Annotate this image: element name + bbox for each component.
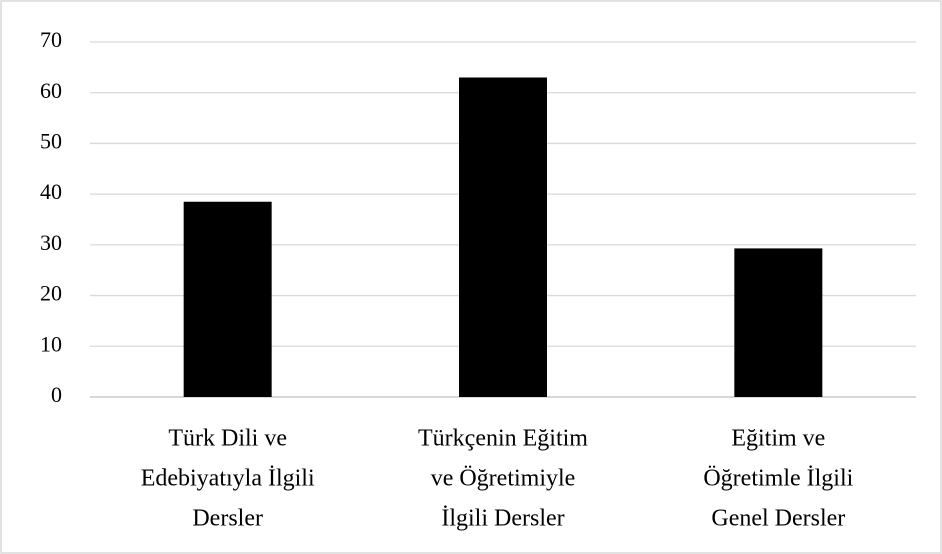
x-tick-label: Öğretimle İlgili bbox=[703, 466, 853, 492]
x-tick-label: Dersler bbox=[192, 506, 263, 532]
x-tick-label: ve Öğretimiyle bbox=[431, 466, 576, 492]
x-tick-label: Türkçenin Eğitim bbox=[418, 426, 588, 452]
bar bbox=[183, 201, 272, 397]
y-tick-label: 40 bbox=[40, 179, 62, 204]
y-tick-label: 70 bbox=[40, 27, 62, 52]
x-tick-label: Genel Dersler bbox=[711, 506, 845, 532]
y-tick-label: 10 bbox=[40, 331, 62, 356]
y-tick-label: 20 bbox=[40, 281, 62, 306]
x-tick-label: Eğitim ve bbox=[731, 426, 825, 452]
x-tick-label: İlgili Dersler bbox=[441, 506, 564, 532]
bar bbox=[734, 248, 823, 397]
y-tick-label: 50 bbox=[40, 128, 62, 153]
x-tick-label: Edebiyatıyla İlgili bbox=[141, 466, 315, 492]
y-tick-label: 60 bbox=[40, 78, 62, 103]
y-tick-label: 30 bbox=[40, 230, 62, 255]
bar bbox=[459, 77, 547, 397]
x-tick-label: Türk Dili ve bbox=[168, 426, 287, 452]
y-tick-label: 0 bbox=[51, 382, 62, 407]
